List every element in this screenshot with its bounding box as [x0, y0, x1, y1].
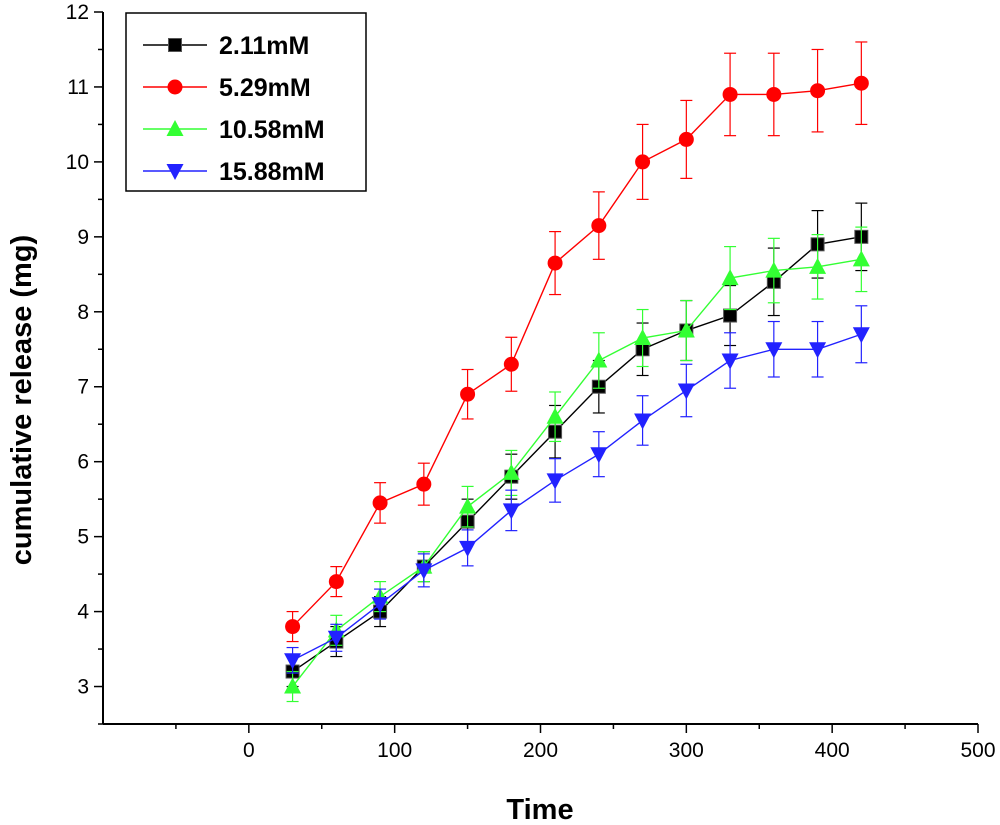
legend-marker	[166, 164, 184, 180]
legend-item: 5.29mM	[143, 74, 311, 102]
data-point	[371, 597, 389, 614]
legend: 2.11mM 5.29mM 10.58mM 15.88mM	[125, 12, 367, 192]
data-point	[590, 351, 608, 368]
data-point	[460, 386, 476, 402]
data-point	[677, 321, 695, 338]
legend-box	[125, 12, 367, 192]
data-point	[852, 250, 870, 267]
data-point	[678, 131, 694, 147]
y-tick-label: 3	[77, 676, 89, 699]
data-point	[591, 218, 607, 234]
x-tick-label: 100	[377, 739, 412, 762]
data-point	[502, 463, 520, 480]
y-tick-label: 5	[77, 526, 89, 549]
data-point	[634, 413, 652, 430]
data-point	[327, 630, 345, 647]
y-tick-label: 8	[77, 301, 89, 324]
data-point	[809, 257, 827, 274]
series-layer	[284, 41, 870, 703]
series-15.88mM	[284, 305, 870, 674]
data-point	[416, 476, 432, 492]
data-point	[766, 86, 782, 102]
y-tick-label: 4	[77, 601, 89, 624]
y-tick-label: 11	[67, 76, 89, 99]
series-line	[292, 82, 862, 628]
data-point	[765, 342, 783, 359]
data-point	[546, 407, 564, 424]
data-point	[502, 503, 520, 520]
x-axis-title: Time	[506, 794, 573, 825]
series-line	[292, 258, 862, 687]
data-point	[853, 75, 869, 91]
legend-label: 10.58mM	[219, 116, 325, 144]
x-tick-label: 0	[243, 739, 255, 762]
y-tick-label: 12	[66, 1, 89, 24]
x-tick-label: 300	[669, 739, 704, 762]
data-point	[459, 497, 477, 514]
data-point	[590, 447, 608, 464]
data-point	[765, 261, 783, 278]
legend-label: 15.88mM	[219, 158, 325, 186]
y-tick-label: 7	[77, 376, 89, 399]
legend-label: 5.29mM	[219, 74, 311, 102]
legend-item: 10.58mM	[143, 116, 325, 144]
legend-item: 2.11mM	[143, 32, 309, 60]
y-tick-label: 9	[77, 226, 89, 249]
data-point	[721, 353, 739, 370]
data-point	[723, 308, 738, 323]
data-point	[372, 495, 388, 511]
axes: 0 100 200 300 400 500 3 4 5 6 7 8 9 10 11 12	[66, 1, 996, 762]
legend-marker	[166, 120, 184, 136]
y-axis-title: cumulative release (mg)	[6, 235, 38, 565]
x-tick-label: 200	[523, 739, 558, 762]
data-point	[459, 540, 477, 557]
data-point	[284, 653, 302, 670]
y-tick-label: 10	[66, 151, 89, 174]
data-point	[722, 86, 738, 102]
legend-label: 2.11mM	[219, 32, 309, 60]
data-point	[852, 327, 870, 344]
data-point	[809, 342, 827, 359]
data-point	[503, 356, 519, 372]
x-tick-label: 400	[815, 739, 850, 762]
data-point	[328, 574, 344, 590]
data-point	[810, 83, 826, 99]
series-5.29mM	[285, 41, 869, 643]
series-line	[292, 236, 862, 673]
y-tick-label: 6	[77, 451, 89, 474]
data-point	[284, 677, 302, 694]
data-point	[415, 563, 433, 580]
data-point	[546, 473, 564, 490]
legend-item: 15.88mM	[143, 158, 325, 186]
legend-marker	[167, 79, 183, 95]
series-10.58mM	[284, 226, 870, 703]
x-tick-label: 500	[960, 739, 995, 762]
data-point	[285, 619, 301, 635]
data-point	[721, 269, 739, 286]
legend-marker	[168, 38, 182, 52]
data-point	[635, 154, 651, 170]
data-point	[547, 255, 563, 271]
data-point	[634, 329, 652, 346]
data-point	[677, 383, 695, 400]
